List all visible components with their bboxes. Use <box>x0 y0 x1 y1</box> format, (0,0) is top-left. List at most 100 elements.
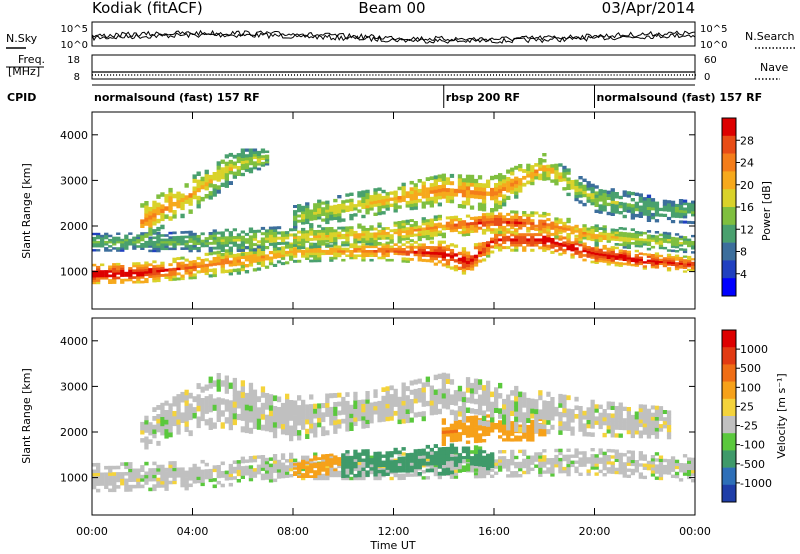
power-cell <box>144 243 149 246</box>
velocity-cell <box>240 475 245 479</box>
power-cell <box>280 262 286 266</box>
power-cell <box>256 158 262 161</box>
velocity-cell <box>534 413 539 419</box>
power-cell <box>441 191 446 196</box>
velocity-cell <box>646 423 652 428</box>
power-cell <box>461 247 467 251</box>
velocity-cell <box>329 462 334 466</box>
power-cell <box>530 241 535 244</box>
power-cell <box>92 238 97 242</box>
power-cell <box>542 222 547 226</box>
power-cell <box>666 232 672 235</box>
velocity-cell <box>646 408 652 413</box>
velocity-cell <box>606 448 611 453</box>
velocity-cell <box>522 417 527 423</box>
power-cell <box>626 259 631 262</box>
velocity-cell <box>148 487 153 492</box>
power-cell <box>172 270 177 274</box>
power-cell <box>268 237 274 241</box>
power-cell <box>264 158 270 162</box>
velocity-cell <box>156 440 161 446</box>
power-cell <box>465 251 471 255</box>
power-cell <box>498 181 503 186</box>
velocity-cell <box>200 398 205 405</box>
power-cell <box>538 238 543 242</box>
power-cell <box>244 252 250 256</box>
velocity-cell <box>188 408 193 415</box>
velocity-cell <box>618 458 623 463</box>
power-cell <box>658 246 664 250</box>
velocity-cell <box>276 459 282 464</box>
power-cell <box>192 174 197 179</box>
power-cell <box>498 184 503 190</box>
velocity-cell <box>385 466 390 470</box>
velocity-cell <box>180 473 185 478</box>
velocity-cell <box>309 458 314 462</box>
power-cell <box>377 247 382 251</box>
power-cell <box>433 262 438 266</box>
x-tick-label: 16:00 <box>478 525 510 538</box>
velocity-cell <box>140 484 145 489</box>
power-cell <box>670 263 676 266</box>
power-cell <box>562 165 567 170</box>
power-cell <box>421 251 426 255</box>
velocity-cell <box>457 390 463 397</box>
power-cell <box>345 205 350 209</box>
power-cell <box>433 215 438 219</box>
power-cell <box>465 225 471 229</box>
power-cell <box>409 219 414 222</box>
velocity-cell <box>453 410 459 416</box>
velocity-cell <box>317 476 322 481</box>
velocity-cell <box>413 473 418 477</box>
velocity-cell <box>445 450 451 455</box>
power-cell <box>180 256 185 260</box>
freq-tick-bottom: 8 <box>74 72 80 83</box>
velocity-cell <box>405 473 410 477</box>
power-cell <box>96 272 101 276</box>
power-cell <box>457 218 463 221</box>
velocity-cell <box>112 482 117 486</box>
velocity-cell <box>272 432 278 439</box>
power-cell <box>317 199 322 203</box>
power-cell <box>248 260 254 264</box>
velocity-cell <box>160 474 165 478</box>
power-cell <box>417 248 422 252</box>
velocity-cell <box>341 468 346 472</box>
velocity-cell <box>421 392 426 398</box>
power-cell <box>614 238 619 241</box>
power-cell <box>297 246 302 250</box>
velocity-cell <box>582 415 587 420</box>
velocity-cell <box>445 446 451 451</box>
velocity-cell <box>301 476 306 481</box>
power-cell <box>486 251 491 255</box>
power-cell <box>542 211 547 215</box>
power-cell <box>164 198 169 203</box>
power-cell <box>252 256 258 260</box>
velocity-cell <box>401 418 406 424</box>
power-cell <box>646 212 652 216</box>
velocity-cell <box>413 379 418 385</box>
velocity-cell <box>341 453 346 457</box>
power-cell <box>180 277 185 281</box>
velocity-cell <box>429 463 434 468</box>
velocity-cell <box>164 477 169 482</box>
velocity-cell <box>658 476 664 481</box>
power-cell <box>598 239 603 243</box>
velocity-cell <box>305 468 310 472</box>
power-cell <box>381 227 386 230</box>
power-cell <box>289 252 294 256</box>
power-cell <box>108 274 113 278</box>
power-cell <box>92 279 97 282</box>
velocity-cell <box>365 399 370 404</box>
power-cell <box>558 247 563 251</box>
power-cell <box>642 267 647 270</box>
velocity-cell <box>144 415 149 421</box>
velocity-cell <box>409 417 414 423</box>
power-cell <box>345 231 350 235</box>
velocity-cell <box>100 472 105 477</box>
velocity-cell <box>272 416 278 423</box>
power-cell <box>301 233 306 237</box>
velocity-cell <box>236 396 241 403</box>
velocity-cell <box>590 416 595 421</box>
power-cell <box>305 249 310 253</box>
